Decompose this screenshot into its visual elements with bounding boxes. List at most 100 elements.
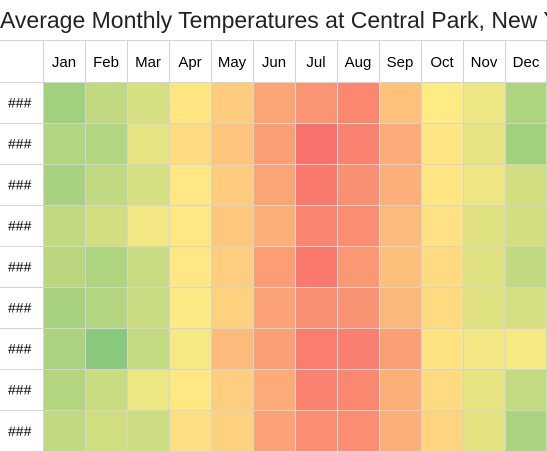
- heatmap-cell-r3-may: [211, 164, 253, 205]
- heatmap-cell-r1-sep: [379, 82, 421, 123]
- month-label-feb: Feb: [93, 54, 119, 71]
- heatmap-cell-r6-feb: [85, 287, 127, 328]
- heatmap-cell-r3-apr: [169, 164, 211, 205]
- heatmap-cell-r4-jun: [253, 205, 295, 246]
- heatmap-cell-r8-jun: [253, 369, 295, 410]
- heatmap-cell-r5-apr: [169, 246, 211, 287]
- heatmap-cell-r5-jun: [253, 246, 295, 287]
- heatmap-cell-r1-mar: [127, 82, 169, 123]
- month-label-jun: Jun: [262, 54, 286, 71]
- heatmap-cell-r7-aug: [337, 328, 379, 369]
- row-label-7: ###: [8, 341, 32, 357]
- heatmap-cell-r5-feb: [85, 246, 127, 287]
- heatmap-cell-r3-mar: [127, 164, 169, 205]
- heatmap-cell-r8-feb: [85, 369, 127, 410]
- heatmap-cell-r8-mar: [127, 369, 169, 410]
- heatmap-cell-r5-nov: [463, 246, 505, 287]
- heatmap-cell-r7-nov: [463, 328, 505, 369]
- row-label-5: ###: [8, 259, 32, 275]
- heatmap-cell-r2-mar: [127, 123, 169, 164]
- heatmap-cell-r9-jan: [43, 410, 85, 452]
- heatmap-cell-r2-oct: [421, 123, 463, 164]
- heatmap-cell-r7-jan: [43, 328, 85, 369]
- row-label-3: ###: [8, 177, 32, 193]
- heatmap-cell-r9-aug: [337, 410, 379, 452]
- month-label-apr: Apr: [178, 54, 201, 71]
- month-label-mar: Mar: [135, 54, 161, 71]
- chart-title: Average Monthly Temperatures at Central …: [0, 7, 547, 33]
- heatmap-cell-r8-dec: [505, 369, 547, 410]
- heatmap-cell-r9-mar: [127, 410, 169, 452]
- heatmap-cell-r4-sep: [379, 205, 421, 246]
- month-label-jan: Jan: [52, 54, 76, 71]
- heatmap-cell-r1-jun: [253, 82, 295, 123]
- heatmap-cell-r1-feb: [85, 82, 127, 123]
- row-label-8: ###: [8, 382, 32, 398]
- heatmap-cell-r4-aug: [337, 205, 379, 246]
- row-labels: ### ### ### ### ### ### ### ### ###: [8, 95, 32, 440]
- row-label-4: ###: [8, 218, 32, 234]
- row-label-2: ###: [8, 136, 32, 152]
- heatmap-cell-r7-apr: [169, 328, 211, 369]
- heatmap-cell-r1-nov: [463, 82, 505, 123]
- heatmap-cell-r6-oct: [421, 287, 463, 328]
- heatmap-cell-r7-may: [211, 328, 253, 369]
- heatmap-cell-r2-feb: [85, 123, 127, 164]
- heatmap-cell-r9-feb: [85, 410, 127, 452]
- heatmap-cell-r2-jan: [43, 123, 85, 164]
- heatmap-cell-r5-jan: [43, 246, 85, 287]
- heatmap-cell-r3-aug: [337, 164, 379, 205]
- heatmap-cell-r5-sep: [379, 246, 421, 287]
- heatmap-cell-r9-dec: [505, 410, 547, 452]
- heatmap-cell-r1-may: [211, 82, 253, 123]
- heatmap-cells: [43, 82, 547, 452]
- heatmap-cell-r1-jan: [43, 82, 85, 123]
- heatmap-cell-r1-dec: [505, 82, 547, 123]
- heatmap-cell-r6-aug: [337, 287, 379, 328]
- heatmap-cell-r4-jan: [43, 205, 85, 246]
- heatmap-cell-r5-may: [211, 246, 253, 287]
- month-label-oct: Oct: [430, 54, 454, 71]
- heatmap-cell-r5-mar: [127, 246, 169, 287]
- heatmap-cell-r7-jul: [295, 328, 337, 369]
- heatmap-cell-r9-oct: [421, 410, 463, 452]
- heatmap-cell-r1-aug: [337, 82, 379, 123]
- heatmap-cell-r9-apr: [169, 410, 211, 452]
- row-label-1: ###: [8, 95, 32, 111]
- heatmap-cell-r5-jul: [295, 246, 337, 287]
- heatmap-cell-r3-jul: [295, 164, 337, 205]
- heatmap-cell-r6-apr: [169, 287, 211, 328]
- heatmap-cell-r7-sep: [379, 328, 421, 369]
- month-label-dec: Dec: [513, 54, 540, 71]
- heatmap-cell-r4-apr: [169, 205, 211, 246]
- month-label-may: May: [218, 54, 247, 71]
- heatmap-cell-r2-jul: [295, 123, 337, 164]
- heatmap-cell-r6-mar: [127, 287, 169, 328]
- heatmap-cell-r3-jun: [253, 164, 295, 205]
- heatmap-cell-r7-mar: [127, 328, 169, 369]
- heatmap-cell-r7-jun: [253, 328, 295, 369]
- heatmap-cell-r5-aug: [337, 246, 379, 287]
- month-labels: Jan Feb Mar Apr May Jun Jul Aug Sep Oct Nov Dec: [52, 54, 540, 71]
- heatmap-cell-r2-aug: [337, 123, 379, 164]
- heatmap-cell-r6-jan: [43, 287, 85, 328]
- heatmap-cell-r4-jul: [295, 205, 337, 246]
- heatmap-cell-r2-apr: [169, 123, 211, 164]
- heatmap-cell-r8-may: [211, 369, 253, 410]
- heatmap-cell-r8-oct: [421, 369, 463, 410]
- heatmap-cell-r7-oct: [421, 328, 463, 369]
- heatmap-cell-r2-dec: [505, 123, 547, 164]
- month-label-sep: Sep: [387, 54, 414, 71]
- heatmap-cell-r4-mar: [127, 205, 169, 246]
- heatmap-cell-r1-jul: [295, 82, 337, 123]
- heatmap-cell-r9-nov: [463, 410, 505, 452]
- heatmap-cell-r3-dec: [505, 164, 547, 205]
- heatmap-cell-r7-dec: [505, 328, 547, 369]
- heatmap-cell-r2-sep: [379, 123, 421, 164]
- heatmap-cell-r9-jun: [253, 410, 295, 452]
- heatmap-cell-r4-nov: [463, 205, 505, 246]
- heatmap-cell-r3-jan: [43, 164, 85, 205]
- heatmap-cell-r8-jul: [295, 369, 337, 410]
- heatmap-cell-r9-sep: [379, 410, 421, 452]
